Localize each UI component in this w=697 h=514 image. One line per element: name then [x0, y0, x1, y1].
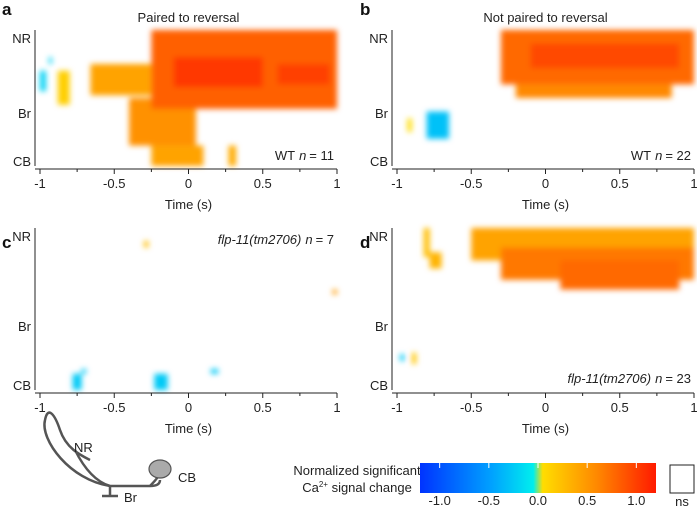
- heatmap-region: [90, 64, 152, 96]
- sample-annotation: flp-11(tm2706) n = 7: [218, 232, 334, 247]
- diagram-br-label: Br: [124, 490, 138, 505]
- x-axis-label: Time (s): [522, 197, 569, 212]
- heatmap-region: [81, 368, 87, 374]
- colorbar-tick-label: -1.0: [428, 493, 450, 508]
- heatmap-region: [429, 252, 442, 269]
- x-tick-label: 1: [333, 400, 340, 415]
- x-tick-label: 0.5: [611, 400, 629, 415]
- y-tick-label: CB: [370, 378, 388, 393]
- sample-annotation: WT n = 22: [631, 148, 691, 163]
- x-tick-label: -0.5: [460, 176, 482, 191]
- colorbar-tick-label: 0.0: [529, 493, 547, 508]
- y-tick-label: NR: [12, 31, 31, 46]
- heatmap-region: [423, 228, 430, 258]
- x-tick-label: -1: [34, 400, 46, 415]
- y-tick-label: Br: [18, 319, 32, 334]
- colorbar-title-line1: Normalized significant: [293, 463, 421, 478]
- heatmap-region: [530, 43, 680, 69]
- sample-annotation: flp-11(tm2706) n = 23: [568, 371, 691, 386]
- colorbar-title-line2: Ca2+ signal change: [302, 480, 412, 495]
- y-tick-label: Br: [18, 106, 32, 121]
- panel-c: c NR Br CB-1 -0.5 0 0.5 1 Time (s) flp-11(tm2706)…: [2, 228, 341, 436]
- x-tick-label: 0: [542, 176, 549, 191]
- heatmap-region: [515, 84, 672, 98]
- heatmap-region: [407, 118, 412, 132]
- heatmap-region: [151, 145, 204, 166]
- heatmap-region: [560, 260, 680, 290]
- sample-annotation: WT n = 11: [275, 148, 334, 163]
- panel-title: Paired to reversal: [138, 10, 240, 25]
- x-tick-label: -0.5: [460, 400, 482, 415]
- x-tick-label: -0.5: [103, 400, 125, 415]
- y-tick-label: Br: [375, 106, 389, 121]
- y-tick-label: NR: [12, 229, 31, 244]
- panel-a: a Paired to reversal NR Br CB-1 -0.5 0 0.5 1 Time…: [2, 0, 341, 212]
- heatmap-region: [72, 373, 82, 390]
- panel-d: dNR Br CB-1 -0.5 0 0.5 1 Time (s) flp-11(tm2706)…: [360, 228, 697, 436]
- x-tick-label: 1: [690, 176, 697, 191]
- heatmap-region: [154, 373, 168, 390]
- y-tick-label: NR: [369, 229, 388, 244]
- colorbar-legend: Normalized significant Ca2+ signal chang…: [293, 463, 695, 509]
- x-tick-label: 0.5: [254, 400, 272, 415]
- heatmap-region: [411, 352, 417, 365]
- panel-label: a: [2, 0, 12, 19]
- heatmap-region: [228, 145, 237, 166]
- x-tick-label: 0.5: [254, 176, 272, 191]
- x-axis-label: Time (s): [522, 421, 569, 436]
- panel-b: b Not paired to reversal NR Br CB-1 -0.5 0 0.5 1…: [360, 0, 697, 212]
- x-axis-label: Time (s): [165, 197, 212, 212]
- heatmap-region: [332, 289, 337, 295]
- x-tick-label: 1: [690, 400, 697, 415]
- colorbar-tick-label: 0.5: [578, 493, 596, 508]
- heatmap: [407, 30, 694, 139]
- x-tick-label: -0.5: [103, 176, 125, 191]
- diagram-nr-label: NR: [74, 440, 93, 455]
- x-tick-label: -1: [34, 176, 46, 191]
- heatmap-region: [210, 368, 219, 374]
- diagram-cb-label: CB: [178, 470, 196, 485]
- ns-label: ns: [675, 494, 689, 509]
- colorbar-tick-label: -0.5: [478, 493, 500, 508]
- heatmap-region: [277, 64, 330, 85]
- heatmap-region: [143, 240, 149, 248]
- y-tick-label: Br: [375, 319, 389, 334]
- x-tick-label: 0: [542, 400, 549, 415]
- heatmap-region: [57, 70, 70, 105]
- nerve-ring-shape: [43, 411, 111, 488]
- x-tick-label: -1: [391, 176, 403, 191]
- y-tick-label: CB: [13, 154, 31, 169]
- ns-swatch: [669, 464, 695, 494]
- heatmap: [72, 240, 337, 390]
- y-tick-label: NR: [369, 31, 388, 46]
- panel-label: b: [360, 0, 370, 19]
- neuron-diagram: NR Br CB: [43, 411, 196, 505]
- x-tick-label: -1: [391, 400, 403, 415]
- x-tick-label: 0: [185, 400, 192, 415]
- panel-label: d: [360, 233, 370, 252]
- heatmap-region: [173, 57, 263, 88]
- branch-shape: [102, 486, 118, 498]
- heatmap-region: [426, 111, 449, 139]
- y-tick-label: CB: [370, 154, 388, 169]
- panel-title: Not paired to reversal: [483, 10, 607, 25]
- heatmap-region: [40, 70, 46, 92]
- x-tick-label: 1: [333, 176, 340, 191]
- x-tick-label: 0.5: [611, 176, 629, 191]
- y-tick-label: CB: [13, 378, 31, 393]
- colorbar-tick-label: 1.0: [627, 493, 645, 508]
- heatmap-region: [48, 57, 52, 64]
- heatmap: [40, 30, 337, 166]
- panel-label: c: [2, 233, 11, 252]
- heatmap: [399, 228, 694, 365]
- heatmap-region: [399, 354, 405, 361]
- x-axis-label: Time (s): [165, 421, 212, 436]
- cell-body-shape: [148, 459, 172, 479]
- x-tick-label: 0: [185, 176, 192, 191]
